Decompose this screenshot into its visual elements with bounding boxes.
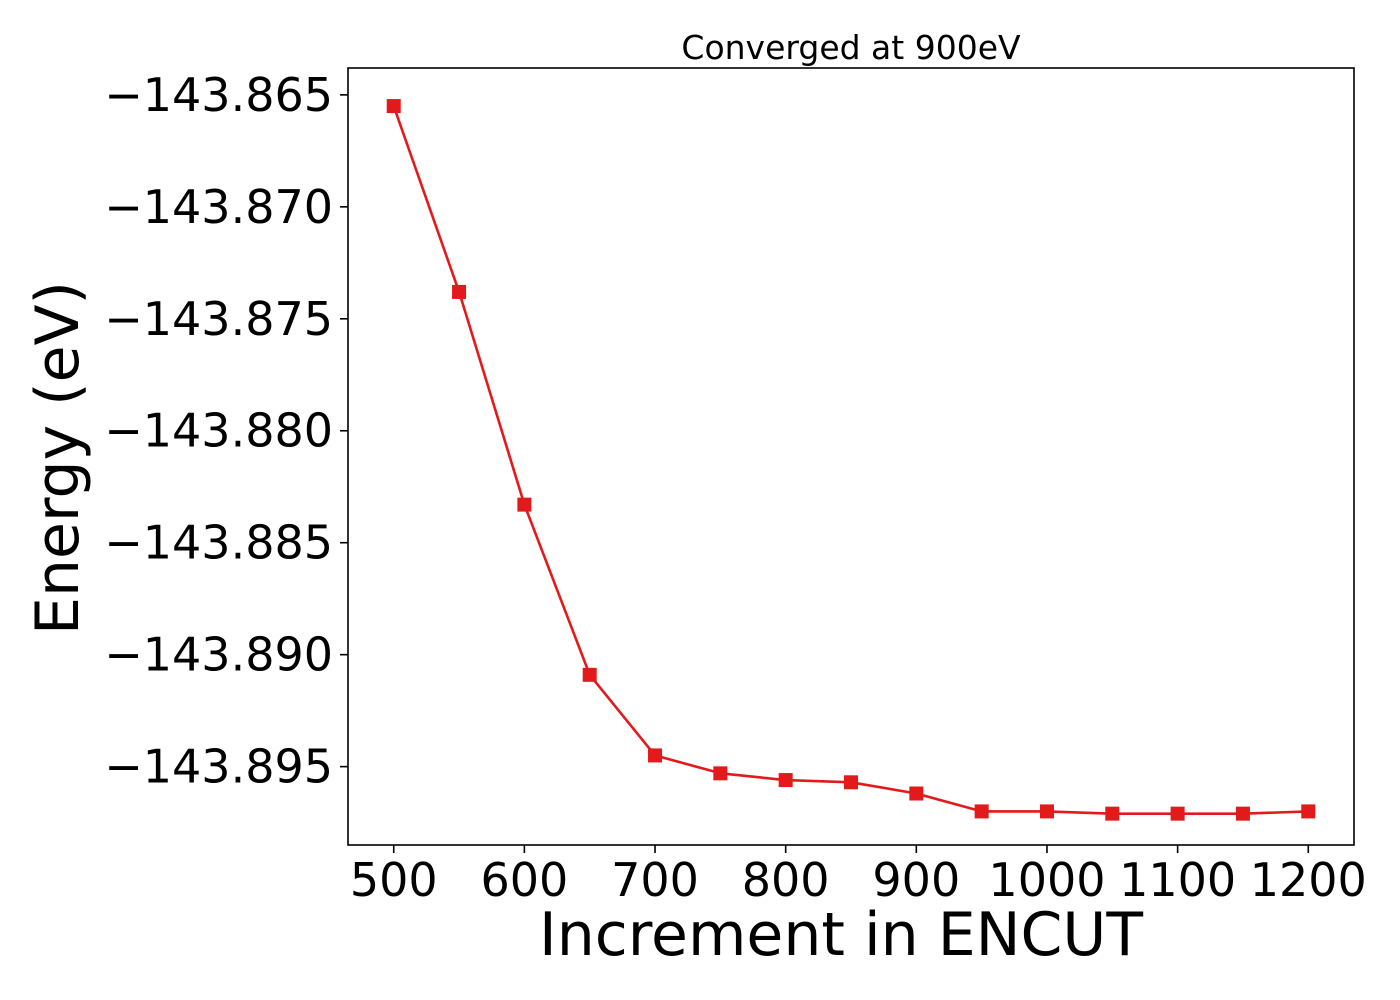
x-tick-label: 1200 bbox=[1250, 853, 1367, 907]
plot-frame bbox=[347, 67, 1355, 846]
y-axis-ticks: −143.865 −143.870 −143.875 −143.880 −143.885… bbox=[104, 68, 348, 794]
y-tick-label: −143.890 bbox=[104, 628, 333, 682]
data-point-marker bbox=[517, 497, 532, 512]
x-tick-label: 1100 bbox=[1119, 853, 1236, 907]
y-tick-label: −143.875 bbox=[104, 292, 333, 346]
x-tick-label: 800 bbox=[742, 853, 830, 907]
data-point-marker bbox=[713, 766, 728, 781]
y-axis-label: Energy (eV) bbox=[23, 281, 93, 635]
data-point-marker bbox=[1235, 806, 1250, 821]
data-point-marker bbox=[386, 99, 401, 114]
data-point-marker bbox=[974, 804, 989, 819]
data-point-marker bbox=[844, 775, 858, 790]
y-tick-label: −143.865 bbox=[104, 68, 333, 122]
x-tick-label: 500 bbox=[350, 853, 438, 907]
data-point-marker bbox=[909, 786, 924, 801]
y-tick-label: −143.880 bbox=[104, 404, 333, 458]
y-tick-label: −143.870 bbox=[104, 180, 333, 234]
y-tick-label: −143.885 bbox=[104, 516, 333, 570]
x-tick-label: 600 bbox=[480, 853, 568, 907]
data-point-marker bbox=[648, 748, 663, 763]
data-point-marker bbox=[1105, 806, 1120, 821]
plot-area: 500 600 700 800 900 1000 1100 1200 −143.865−143… bbox=[104, 67, 1367, 907]
x-tick-label: 1000 bbox=[988, 853, 1105, 907]
series-layer bbox=[386, 99, 1316, 821]
chart-title: Converged at 900eV bbox=[681, 28, 1021, 67]
x-tick-label: 700 bbox=[611, 853, 699, 907]
data-point-marker bbox=[582, 667, 597, 682]
y-tick-label: −143.895 bbox=[104, 740, 333, 794]
data-point-marker bbox=[1301, 804, 1316, 819]
data-point-marker bbox=[778, 773, 793, 788]
data-point-marker bbox=[452, 284, 467, 299]
data-point-marker bbox=[1039, 804, 1054, 819]
data-point-marker bbox=[1170, 806, 1185, 821]
x-axis-label: Increment in ENCUT bbox=[539, 900, 1143, 970]
x-axis-ticks: 500 600 700 800 900 1000 1100 1200 bbox=[350, 845, 1367, 907]
x-tick-label: 900 bbox=[872, 853, 960, 907]
